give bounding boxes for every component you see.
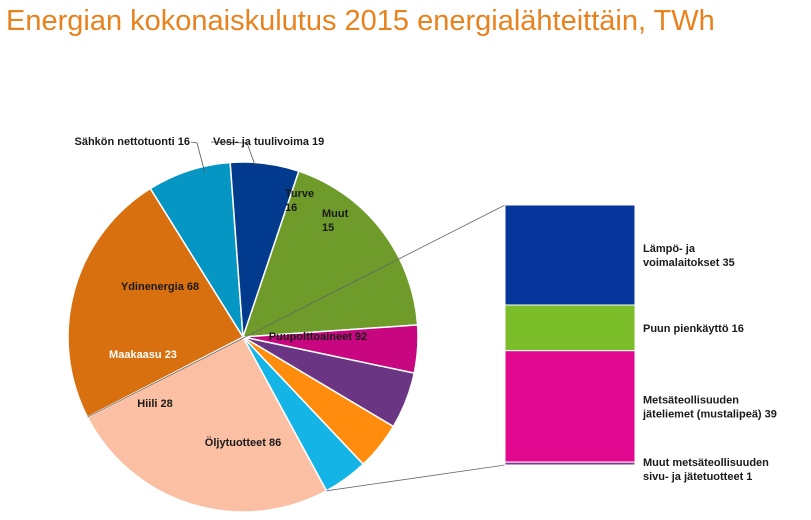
slice-label-sahkon-nettotuonti: Sähkön nettotuonti 16 bbox=[75, 136, 191, 148]
breakdown-label-line: jäteliemet (mustalipeä) 39 bbox=[642, 408, 777, 420]
breakdown-segment-puun-pienkaytto[interactable] bbox=[504, 304, 636, 352]
slice-label-line: Turve bbox=[285, 188, 314, 200]
slice-label-puupolttoaineet: Puupolttoaineet 92 bbox=[269, 331, 367, 343]
breakdown-label-muut-metsateollisuuden-sivu-ja-jatetuotteet: Muut metsäteollisuuden sivu- ja jätetuott… bbox=[643, 457, 769, 483]
slice-label-turve: Turve 16 bbox=[285, 188, 314, 214]
slice-label-maakaasu: Maakaasu 23 bbox=[109, 349, 177, 361]
chart-title: Energian kokonaiskulutus 2015 energialäh… bbox=[6, 5, 715, 37]
slice-label-hiili: Hiili 28 bbox=[137, 398, 172, 410]
breakdown-label-lampo-ja-voimalaitokset: Lämpö- ja voimalaitokset 35 bbox=[643, 243, 735, 269]
breakdown-segment-lampo-ja-voimalaitokset[interactable] bbox=[504, 204, 636, 306]
breakdown-segment-muut-metsateollisuuden-sivu-ja-jatetuotteet[interactable] bbox=[504, 461, 636, 466]
breakdown-label-line: Metsäteollisuuden bbox=[643, 394, 739, 406]
connector-line-top bbox=[87, 204, 506, 418]
slice-label-line: Muut bbox=[322, 208, 349, 220]
breakdown-label-line: Puun pienkäyttö 16 bbox=[643, 323, 744, 335]
slice-label-ydinenergia: Ydinenergia 68 bbox=[121, 281, 199, 293]
slice-label-muut: Muut 15 bbox=[322, 208, 349, 234]
leader-line-sahkon-nettotuonti bbox=[190, 141, 206, 174]
slice-label-vesi-ja-tuulivoima: Vesi- ja tuulivoima 19 bbox=[213, 136, 324, 148]
slice-label-line: 15 bbox=[322, 222, 334, 234]
pie-slice-oljytuotteet[interactable] bbox=[67, 187, 245, 419]
slice-label-line: 16 bbox=[285, 202, 297, 214]
breakdown-label-metsateollisuuden-jateliemet-mustalipea: Metsäteollisuuden jäteliemet (mustalipeä)… bbox=[642, 394, 777, 420]
slice-label-oljytuotteet: Öljytuotteet 86 bbox=[205, 436, 281, 449]
connector-line-bottom bbox=[326, 464, 506, 492]
breakdown-label-line: Muut metsäteollisuuden bbox=[643, 457, 769, 469]
breakdown-label-line: voimalaitokset 35 bbox=[643, 257, 735, 269]
breakdown-label-puun-pienkaytto: Puun pienkäyttö 16 bbox=[643, 323, 744, 335]
breakdown-segment-metsateollisuuden-jateliemet-mustalipea[interactable] bbox=[504, 350, 636, 463]
pie-slice-ydinenergia[interactable] bbox=[241, 170, 419, 338]
leader-line-vesi-ja-tuulivoima bbox=[210, 141, 256, 166]
breakdown-label-line: sivu- ja jätetuotteet 1 bbox=[643, 471, 752, 483]
breakdown-label-line: Lämpö- ja bbox=[643, 243, 696, 255]
